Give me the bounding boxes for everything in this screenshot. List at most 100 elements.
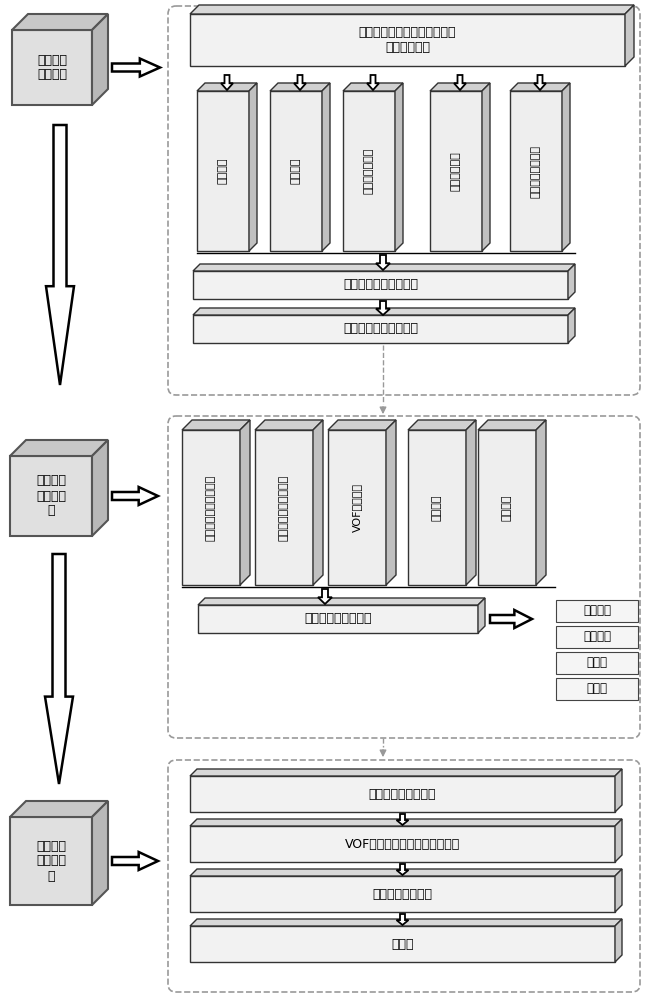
Polygon shape	[190, 926, 615, 962]
Polygon shape	[430, 91, 482, 251]
Text: 土石坝枢纽区渗流场: 土石坝枢纽区渗流场	[304, 612, 372, 626]
Polygon shape	[197, 91, 249, 251]
Polygon shape	[454, 75, 466, 90]
Polygon shape	[190, 869, 622, 876]
Polygon shape	[193, 264, 575, 271]
Polygon shape	[198, 605, 478, 633]
Polygon shape	[396, 914, 408, 925]
Text: VOF数学模型: VOF数学模型	[352, 483, 362, 532]
Polygon shape	[396, 814, 408, 825]
Polygon shape	[190, 819, 622, 826]
Text: 水头分布: 水头分布	[583, 604, 611, 617]
Text: 三维渗流计算网格模型: 三维渗流计算网格模型	[343, 322, 418, 336]
Text: 渗漏量: 渗漏量	[587, 682, 607, 696]
Polygon shape	[343, 91, 395, 251]
Polygon shape	[568, 308, 575, 343]
Polygon shape	[92, 440, 108, 536]
Polygon shape	[328, 430, 386, 585]
Polygon shape	[10, 817, 92, 905]
Text: 三维渗流计算数学模型: 三维渗流计算数学模型	[279, 474, 289, 541]
Polygon shape	[182, 420, 250, 430]
Polygon shape	[408, 430, 466, 585]
Polygon shape	[190, 826, 615, 862]
Text: 三维渗流计算网格模型: 三维渗流计算网格模型	[206, 474, 216, 541]
Polygon shape	[190, 919, 622, 926]
Polygon shape	[478, 598, 485, 633]
Polygon shape	[112, 58, 160, 77]
Polygon shape	[556, 600, 638, 622]
Polygon shape	[395, 83, 403, 251]
Polygon shape	[190, 776, 615, 812]
Polygon shape	[556, 678, 638, 700]
Text: 三维裂隙网络模型: 三维裂隙网络模型	[531, 144, 541, 198]
Text: 坝体模型: 坝体模型	[218, 158, 228, 184]
Polygon shape	[12, 30, 92, 105]
Polygon shape	[112, 852, 158, 870]
Text: 水力梯度: 水力梯度	[583, 631, 611, 644]
Polygon shape	[478, 430, 536, 585]
Polygon shape	[408, 420, 476, 430]
Polygon shape	[562, 83, 570, 251]
Polygon shape	[255, 430, 313, 585]
Polygon shape	[249, 83, 257, 251]
Polygon shape	[615, 769, 622, 812]
Polygon shape	[198, 598, 485, 605]
Polygon shape	[318, 589, 332, 604]
Polygon shape	[10, 440, 108, 456]
Polygon shape	[615, 819, 622, 862]
Text: 边界条件: 边界条件	[432, 494, 442, 521]
Polygon shape	[615, 869, 622, 912]
Polygon shape	[510, 91, 562, 251]
Polygon shape	[193, 308, 575, 315]
Polygon shape	[190, 5, 634, 14]
Polygon shape	[197, 83, 257, 91]
Polygon shape	[45, 554, 73, 784]
Polygon shape	[376, 301, 390, 315]
Polygon shape	[270, 91, 322, 251]
Text: 浸润面: 浸润面	[391, 938, 414, 950]
Polygon shape	[92, 14, 108, 105]
Text: 三维精细
地质模型: 三维精细 地质模型	[37, 53, 67, 82]
Text: 土石坝枢纽区渗流场: 土石坝枢纽区渗流场	[368, 788, 436, 800]
Polygon shape	[376, 255, 390, 270]
Polygon shape	[112, 487, 158, 505]
Polygon shape	[386, 420, 396, 585]
Polygon shape	[193, 315, 568, 343]
Polygon shape	[615, 919, 622, 962]
Polygon shape	[255, 420, 323, 430]
Polygon shape	[534, 75, 546, 90]
Polygon shape	[490, 610, 532, 628]
Polygon shape	[240, 420, 250, 585]
Text: 水气两相的交界面: 水气两相的交界面	[372, 888, 432, 900]
Polygon shape	[466, 420, 476, 585]
Text: 不良地质体模型: 不良地质体模型	[364, 148, 374, 194]
Text: 坝体浸润
面求解分
析: 坝体浸润 面求解分 析	[36, 840, 66, 882]
Text: 地层模型: 地层模型	[291, 158, 301, 184]
Text: 渗透参数: 渗透参数	[502, 494, 512, 521]
Polygon shape	[10, 456, 92, 536]
Polygon shape	[478, 420, 546, 430]
Polygon shape	[190, 769, 622, 776]
Polygon shape	[556, 652, 638, 674]
Text: 三维渗流
场数值模
拟: 三维渗流 场数值模 拟	[36, 475, 66, 518]
Polygon shape	[46, 125, 74, 385]
Polygon shape	[482, 83, 490, 251]
Polygon shape	[625, 5, 634, 66]
Polygon shape	[270, 83, 330, 91]
Polygon shape	[328, 420, 396, 430]
Text: 渗控结构模型: 渗控结构模型	[451, 151, 461, 191]
Text: 三维精细地质统一模型: 三维精细地质统一模型	[343, 278, 418, 292]
Polygon shape	[396, 864, 408, 875]
Polygon shape	[536, 420, 546, 585]
Polygon shape	[12, 14, 108, 30]
Polygon shape	[193, 271, 568, 299]
Polygon shape	[190, 14, 625, 66]
Polygon shape	[92, 801, 108, 905]
Polygon shape	[322, 83, 330, 251]
Polygon shape	[10, 801, 108, 817]
Polygon shape	[221, 75, 233, 90]
Text: VOF法得到水气两相的体积分数: VOF法得到水气两相的体积分数	[345, 838, 460, 850]
Polygon shape	[182, 430, 240, 585]
Polygon shape	[313, 420, 323, 585]
Polygon shape	[568, 264, 575, 299]
